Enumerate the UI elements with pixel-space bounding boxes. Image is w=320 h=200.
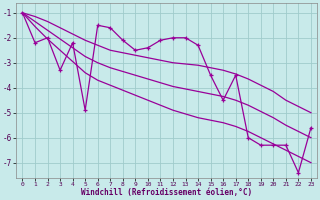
X-axis label: Windchill (Refroidissement éolien,°C): Windchill (Refroidissement éolien,°C) [81,188,252,197]
